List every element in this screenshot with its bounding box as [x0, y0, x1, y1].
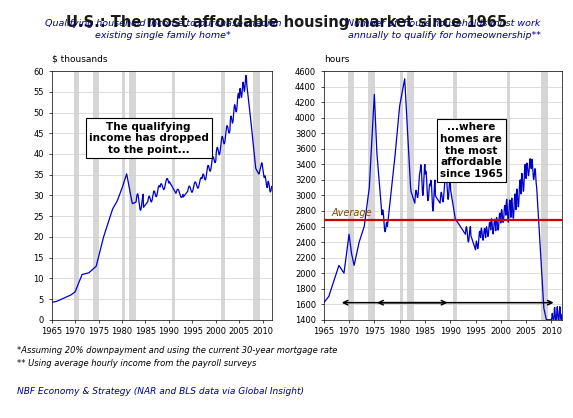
Bar	[507, 71, 511, 320]
Bar	[93, 71, 100, 320]
Bar	[122, 71, 125, 320]
Bar	[253, 71, 260, 320]
Bar	[348, 71, 354, 320]
Text: Qualifying household income to purchase median
existing single family home*: Qualifying household income to purchase …	[45, 19, 281, 40]
Text: Number of  hours households must work
annually to qualify for homeownership**: Number of hours households must work ann…	[347, 19, 541, 40]
Text: ** Using average hourly income from the payroll surveys: ** Using average hourly income from the …	[17, 359, 257, 368]
Bar	[541, 71, 548, 320]
Text: U.S.: The most affordable housing market since 1965: U.S.: The most affordable housing market…	[66, 15, 507, 31]
Bar	[368, 71, 375, 320]
Text: Average: Average	[331, 208, 372, 218]
Text: NBF Economy & Strategy (NAR and BLS data via Global Insight): NBF Economy & Strategy (NAR and BLS data…	[17, 387, 304, 396]
Bar	[407, 71, 414, 320]
Text: hours: hours	[324, 55, 349, 64]
Text: $ thousands: $ thousands	[52, 55, 107, 64]
Bar	[74, 71, 79, 320]
Bar	[399, 71, 403, 320]
Text: ...where
homes are
the most
affordable
since 1965: ...where homes are the most affordable s…	[439, 122, 503, 179]
Bar	[222, 71, 225, 320]
Bar	[172, 71, 175, 320]
Bar	[129, 71, 136, 320]
Bar	[453, 71, 457, 320]
Text: *Assuming 20% downpayment and using the current 30-year mortgage rate: *Assuming 20% downpayment and using the …	[17, 346, 337, 355]
Text: The qualifying
income has dropped
to the point...: The qualifying income has dropped to the…	[89, 122, 209, 155]
